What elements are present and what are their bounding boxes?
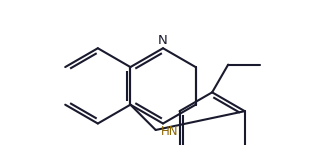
Text: HN: HN [161,125,178,138]
Text: N: N [158,34,168,47]
